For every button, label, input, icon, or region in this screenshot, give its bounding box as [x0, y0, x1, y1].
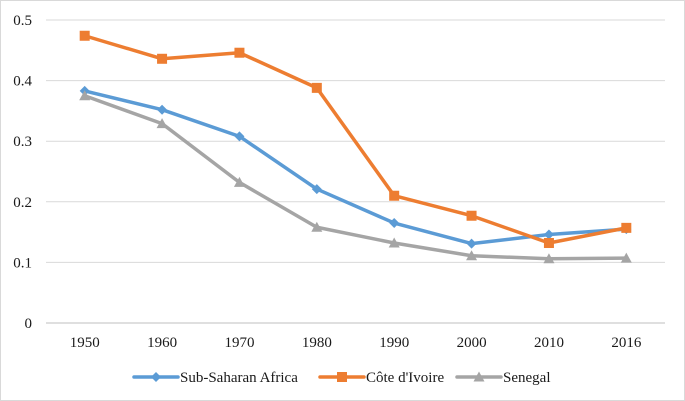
- legend-item: Senegal: [455, 370, 550, 386]
- x-tick-label: 1980: [302, 335, 332, 351]
- series-diamond: [79, 85, 632, 249]
- y-tick-label: 0.4: [13, 74, 32, 90]
- legend-label: Côte d'Ivoire: [366, 370, 444, 386]
- series-triangle: [79, 90, 632, 264]
- gridlines: [46, 19, 665, 263]
- y-tick-label: 0: [25, 316, 33, 332]
- legend: Sub-Saharan Africa Côte d'Ivoire Senegal: [132, 370, 550, 386]
- legend-label: Senegal: [503, 370, 550, 386]
- legend-marker: [151, 372, 161, 382]
- data-point: [389, 218, 400, 229]
- series-line: [82, 89, 629, 246]
- data-point: [233, 176, 245, 187]
- data-point: [79, 30, 90, 41]
- x-tick-label: 2016: [611, 335, 642, 351]
- series-group: [79, 30, 632, 264]
- legend-label: Sub-Saharan Africa: [180, 370, 298, 386]
- data-point: [311, 184, 322, 195]
- x-tick-label: 1950: [70, 335, 100, 351]
- x-tick-label: 2010: [534, 335, 564, 351]
- y-tick-label: 0.1: [13, 255, 32, 271]
- x-tick-label: 1970: [224, 335, 254, 351]
- x-axis: 1950 1960 1970 1980 1990 2000 2010 2016: [46, 322, 665, 351]
- data-point: [466, 238, 477, 249]
- x-tick-label: 2000: [457, 335, 487, 351]
- data-point: [543, 253, 555, 264]
- x-tick-label: 1990: [379, 335, 409, 351]
- data-point: [543, 229, 554, 240]
- data-point: [234, 131, 245, 142]
- legend-marker: [337, 372, 347, 382]
- legend-marker: [473, 371, 485, 382]
- legend-item: Sub-Saharan Africa: [132, 370, 298, 386]
- y-tick-label: 0.2: [13, 195, 32, 211]
- legend-item: Côte d'Ivoire: [318, 370, 444, 386]
- data-point: [388, 237, 400, 248]
- data-point: [466, 250, 478, 261]
- x-tick-label: 1960: [147, 335, 177, 351]
- data-point: [543, 238, 554, 249]
- series-square: [79, 30, 632, 249]
- data-point: [157, 53, 168, 64]
- data-point: [389, 190, 400, 201]
- y-tick-label: 0.3: [13, 134, 32, 150]
- data-point: [621, 222, 632, 233]
- y-tick-label: 0.5: [13, 13, 32, 29]
- data-point: [466, 210, 477, 221]
- data-point: [157, 104, 168, 115]
- data-point: [79, 90, 91, 101]
- data-point: [620, 252, 632, 263]
- data-point: [311, 221, 323, 232]
- data-point: [311, 82, 322, 93]
- data-point: [234, 47, 245, 58]
- series-line: [82, 94, 629, 261]
- y-axis: 0 0.1 0.2 0.3 0.4 0.5: [13, 13, 32, 332]
- series-line: [82, 34, 629, 245]
- data-point: [156, 118, 168, 129]
